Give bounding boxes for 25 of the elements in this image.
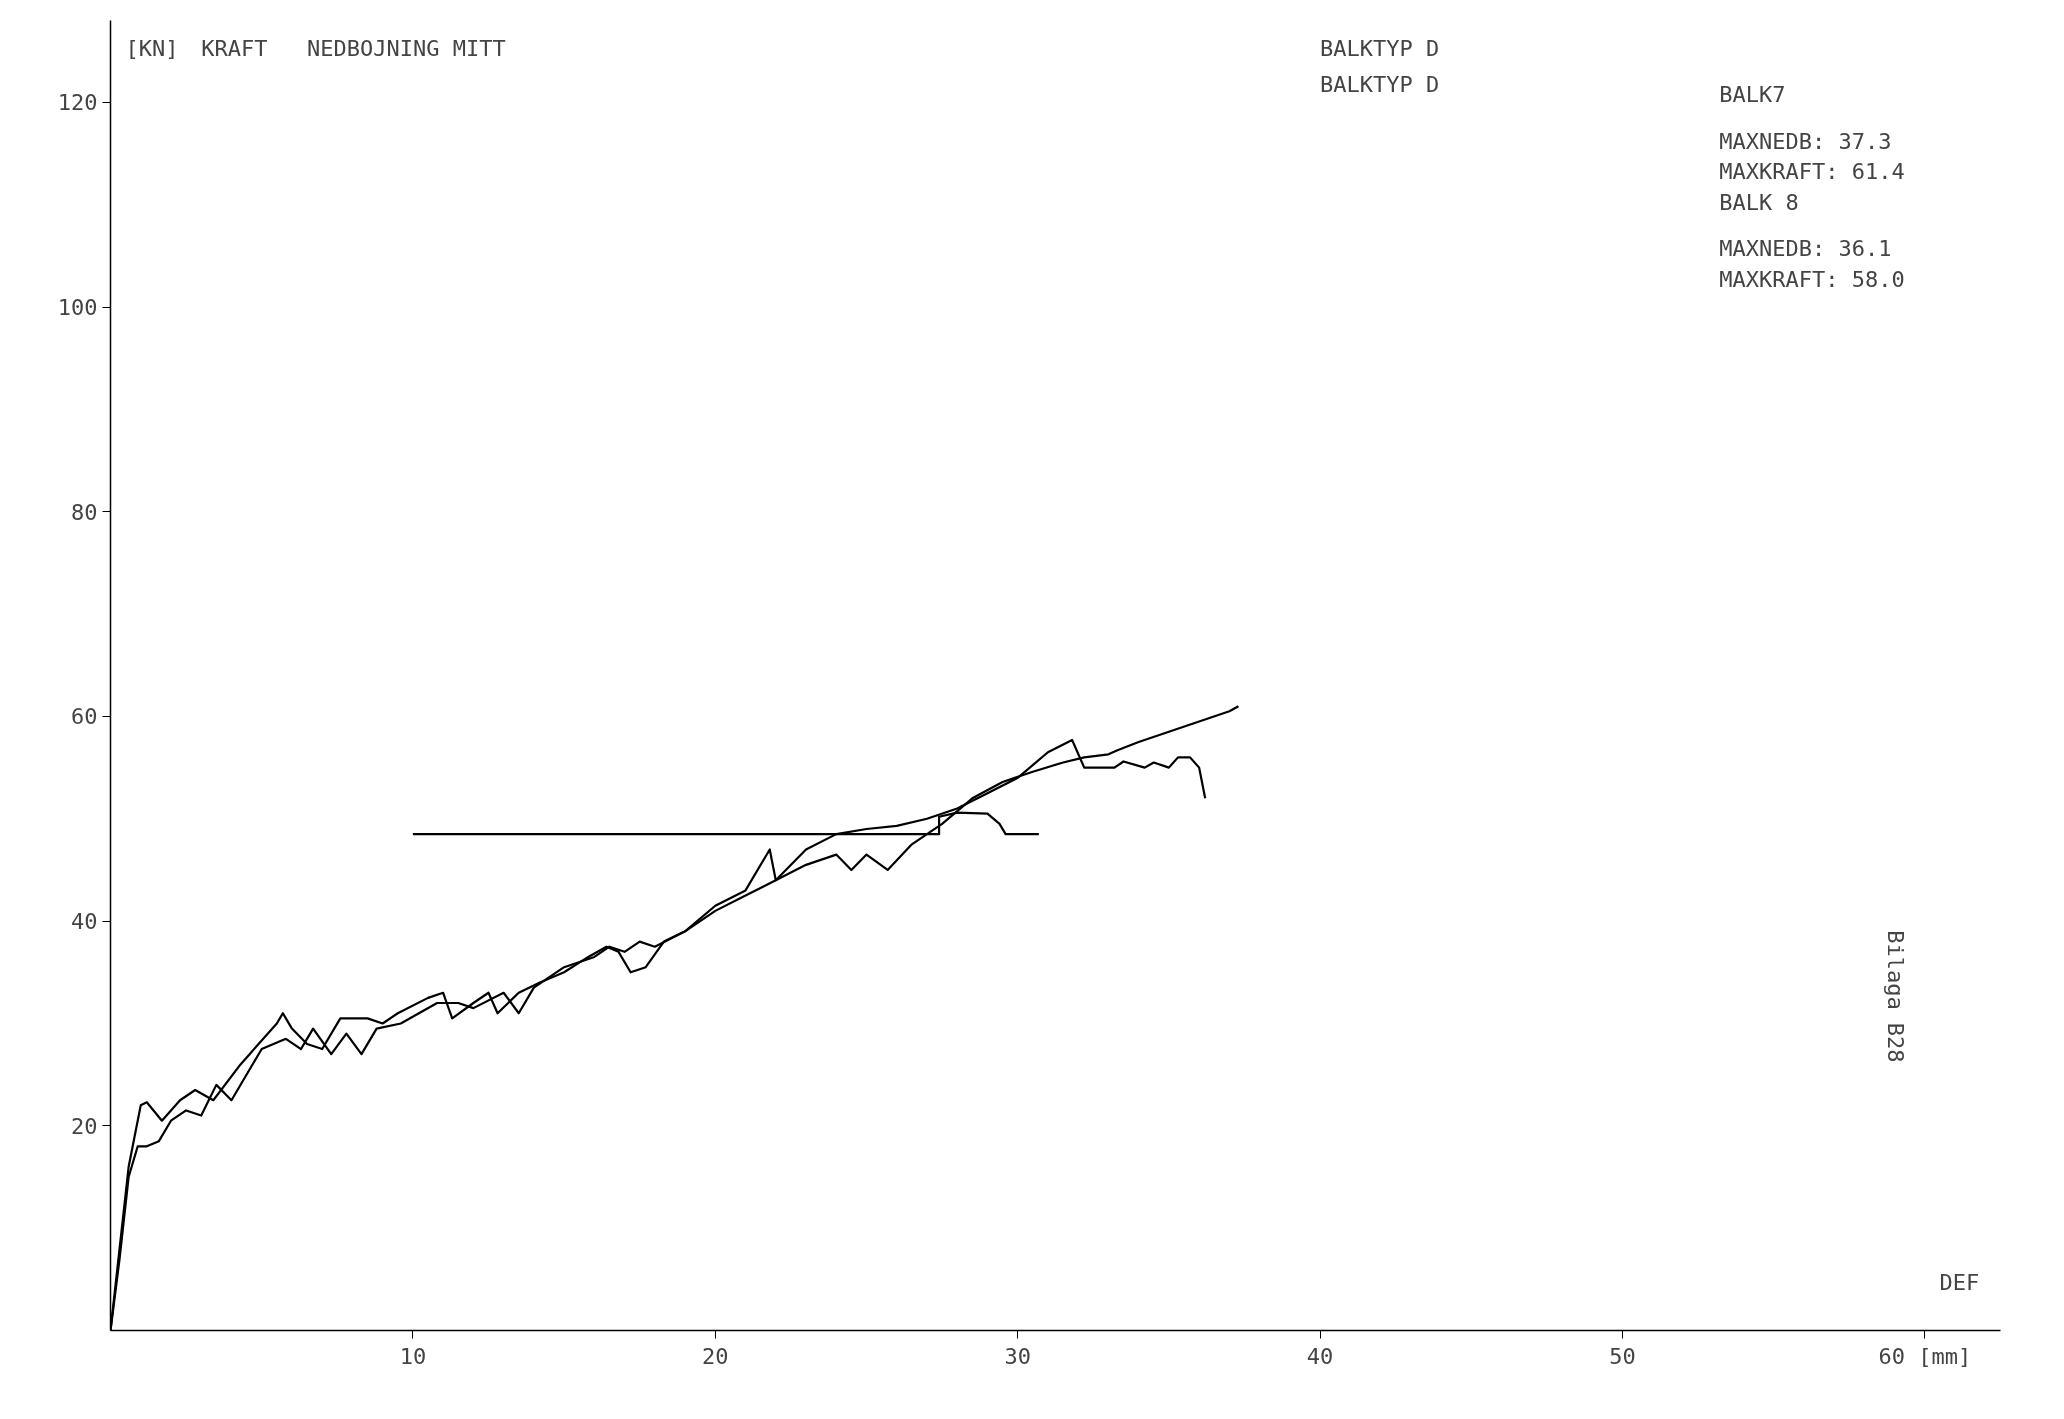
annotation: MAXNEDB: 37.3 [1719, 128, 1892, 154]
x-tick-label: 10 [399, 1343, 427, 1369]
annotation: BALK 8 [1719, 189, 1799, 215]
x-tick-label: 50 [1609, 1343, 1636, 1369]
y-tick-label: 80 [71, 499, 98, 525]
y-tick-label: 100 [57, 295, 98, 321]
annotation: Bilaga B28 [1882, 930, 1908, 1063]
annotation: BALKTYP D [1320, 72, 1440, 98]
y-tick-label: 60 [71, 704, 98, 730]
y-tick-label: 40 [71, 909, 98, 935]
x-tick-label: 40 [1306, 1343, 1334, 1369]
x-tick-label: 60 [mm] [1878, 1343, 1972, 1369]
annotation: MAXKRAFT: 61.4 [1719, 159, 1905, 185]
text: NEDBOJNING MITT [307, 36, 506, 62]
annotation: BALK7 [1719, 82, 1786, 108]
annotation: BALKTYP D [1320, 36, 1440, 62]
x-tick-label: 30 [1004, 1343, 1031, 1369]
y-tick-label: 120 [57, 90, 98, 116]
x-tick-label: 20 [702, 1343, 729, 1369]
annotation: MAXKRAFT: 58.0 [1719, 266, 1905, 292]
y-axis-title: [KN] [125, 36, 179, 62]
annotation: MAXNEDB: 36.1 [1719, 236, 1892, 262]
y-tick-label: 20 [71, 1113, 98, 1139]
annotation: KRAFT [201, 36, 268, 62]
x-axis-title: DEF [1939, 1269, 1980, 1295]
